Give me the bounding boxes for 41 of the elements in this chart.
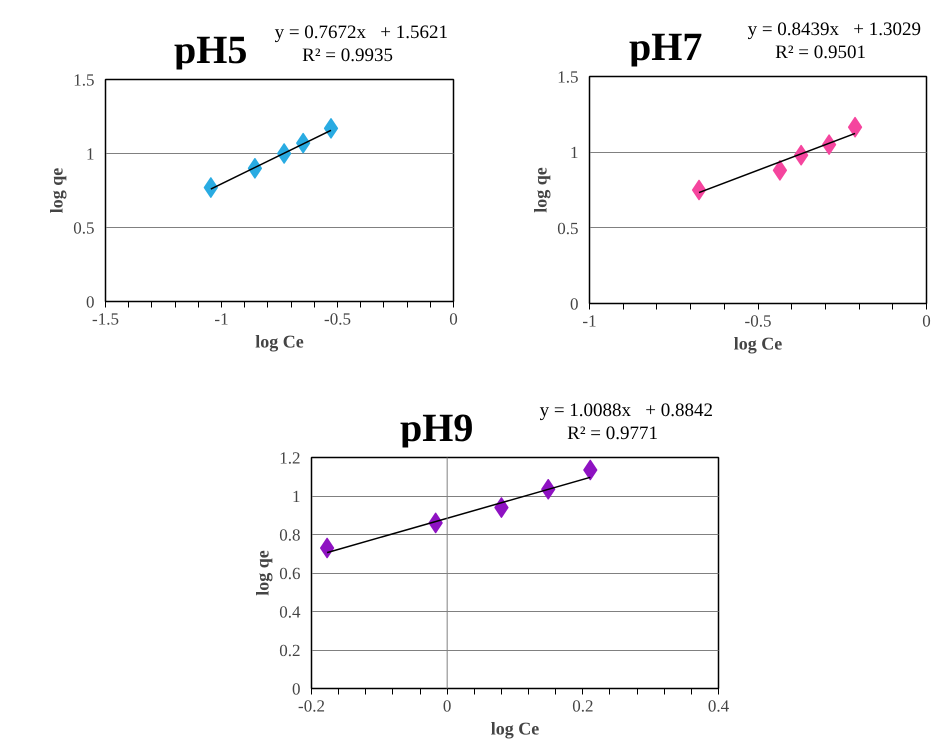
x-tick-label: -1.5 [92,310,119,328]
y-tick-label: 1.2 [279,448,300,468]
x-tick-label: -1 [214,310,229,328]
text: y = 0.8439x + 1.3029 [748,19,921,41]
text: y = 0.7672x + 1.5621 [274,22,448,44]
x-tick-label: -0.5 [324,310,351,328]
y-tick-label: 1 [292,487,300,506]
x-axis-title: log Ce [255,332,304,352]
y-tick-label: 1.5 [557,68,578,86]
chart-title: pH9 [400,404,474,451]
x-tick-label: 0 [449,310,458,328]
y-tick-label: 1 [86,144,94,164]
y-tick-label: 0.5 [73,218,94,238]
text: R² = 0.9935 [302,45,393,67]
y-tick-label: 0 [86,292,94,312]
y-tick-label: 0 [292,680,300,698]
text: y = 1.0088x + 0.8842 [540,400,713,422]
y-tick-label: 0.8 [279,526,300,544]
y-axis-title: log qe [46,168,66,214]
x-tick-label: -0.5 [744,312,772,330]
y-axis-title: log qe [252,550,272,596]
text: R² = 0.9771 [567,423,658,445]
x-axis-title: log Ce [734,334,782,354]
chart-title: pH5 [174,26,248,73]
y-axis-title: log qe [530,167,550,213]
y-tick-label: 1.5 [73,70,94,90]
chart-title: pH7 [629,23,702,70]
x-tick-label: 0 [922,312,931,330]
y-tick-label: 0 [570,294,578,314]
y-tick-label: 0.4 [279,602,301,622]
x-tick-label: 0 [442,696,452,716]
y-tick-label: 0.6 [279,564,300,583]
text: R² = 0.9501 [775,42,866,64]
x-tick-label: -1 [582,312,597,330]
point [692,180,706,200]
y-tick-label: 0.2 [279,641,300,660]
y-tick-label: 1 [570,143,578,162]
x-axis-title: log Ce [490,718,540,738]
y-tick-label: 0.5 [557,218,578,238]
x-tick-label: 0.4 [708,696,730,716]
x-tick-label: -0.2 [298,696,325,716]
